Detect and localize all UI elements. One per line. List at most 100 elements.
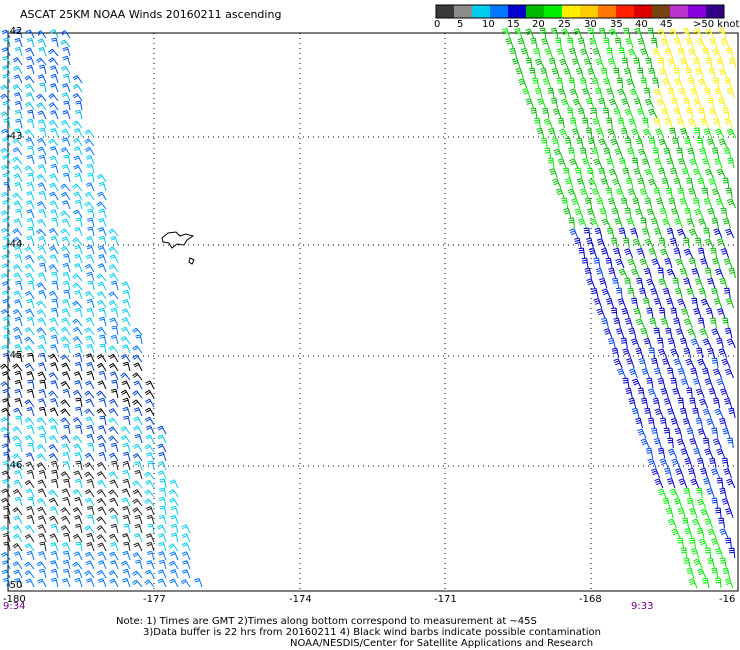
- wind-barb: [134, 514, 143, 525]
- wind-barb: [73, 128, 83, 138]
- wind-barb: [133, 407, 143, 417]
- wind-barb: [14, 578, 23, 588]
- wind-barb: [51, 280, 59, 291]
- wind-barb: [688, 228, 699, 239]
- wind-barb: [84, 471, 95, 480]
- wind-barb: [576, 178, 586, 189]
- wind-barb: [134, 461, 143, 471]
- wind-barb: [611, 347, 620, 359]
- wind-barb: [24, 570, 35, 579]
- wind-barb: [63, 424, 71, 435]
- wind-barb: [624, 108, 634, 119]
- wind-barb: [27, 379, 35, 390]
- wind-barb: [587, 68, 596, 79]
- wind-barb: [50, 73, 59, 84]
- wind-barb: [181, 560, 191, 570]
- wind-barb: [73, 263, 83, 273]
- wind-barb: [133, 533, 143, 543]
- wind-barb: [687, 118, 697, 129]
- wind-barb: [716, 477, 724, 489]
- wind-barb: [692, 168, 702, 179]
- legend-label-25: 25: [558, 19, 571, 30]
- wind-barb: [586, 278, 596, 289]
- wind-barb: [632, 238, 642, 249]
- wind-barb: [0, 227, 11, 237]
- wind-barb: [1, 254, 11, 264]
- wind-barb: [633, 307, 642, 319]
- wind-barb: [48, 489, 59, 498]
- wind-barb: [62, 550, 71, 561]
- wind-barb: [666, 478, 676, 489]
- legend-label-10: 10: [482, 19, 495, 30]
- wind-barb: [556, 48, 565, 59]
- wind-barb: [728, 547, 736, 559]
- wind-barb: [122, 469, 131, 480]
- wind-barb: [86, 298, 95, 309]
- wind-barb: [132, 372, 143, 381]
- wind-barb: [568, 217, 575, 229]
- wind-barb: [557, 88, 567, 99]
- wind-barb: [84, 390, 95, 399]
- wind-barb: [15, 352, 23, 363]
- wind-barb: [87, 172, 95, 183]
- wind-barb: [617, 117, 625, 129]
- wind-barb: [726, 87, 735, 99]
- wind-barb: [623, 67, 632, 79]
- wind-barb: [111, 325, 119, 336]
- wind-barb: [0, 363, 11, 372]
- wind-barb: [170, 532, 179, 543]
- wind-barb: [26, 469, 35, 480]
- wind-barb: [75, 541, 83, 552]
- wind-barb: [596, 238, 606, 249]
- wind-barb: [618, 47, 625, 59]
- wind-barb: [686, 177, 694, 189]
- wind-barb: [96, 479, 107, 489]
- wind-barb: [61, 92, 71, 102]
- wind-barb: [24, 336, 35, 345]
- wind-barb: [132, 327, 143, 336]
- wind-barb: [96, 497, 107, 507]
- wind-barb: [2, 218, 11, 228]
- wind-barb: [664, 48, 673, 59]
- wind-barb: [72, 318, 83, 327]
- wind-barb: [593, 257, 601, 269]
- wind-barb: [584, 267, 592, 279]
- wind-barb: [159, 505, 167, 516]
- legend-label-35: 35: [610, 19, 623, 30]
- wind-barb: [602, 77, 612, 89]
- wind-barb: [686, 107, 694, 119]
- wind-barb: [75, 460, 83, 471]
- wind-barb: [24, 417, 35, 426]
- wind-barb: [654, 227, 663, 239]
- wind-barb: [36, 300, 47, 309]
- wind-barb: [132, 453, 143, 462]
- wind-barb: [560, 98, 570, 109]
- wind-barb: [658, 138, 668, 149]
- wind-barb: [108, 353, 119, 363]
- wind-barb: [720, 388, 729, 399]
- wind-barb: [2, 352, 11, 363]
- wind-barb: [24, 543, 35, 552]
- wind-barb: [132, 390, 143, 399]
- wind-barb: [690, 87, 699, 99]
- wind-barb: [631, 407, 640, 419]
- wind-barb: [695, 68, 704, 79]
- wind-barb: [628, 397, 637, 409]
- wind-barb: [38, 469, 47, 480]
- wind-barb: [595, 58, 605, 69]
- wind-barb: [49, 155, 59, 165]
- wind-barb: [534, 58, 545, 69]
- wind-barb: [2, 74, 11, 84]
- wind-barb: [36, 228, 47, 237]
- wind-barb: [614, 218, 623, 229]
- wind-barb: [1, 443, 11, 453]
- wind-barb: [0, 308, 11, 318]
- wind-barb: [676, 147, 684, 159]
- wind-barb: [640, 327, 649, 339]
- wind-barb: [97, 380, 107, 390]
- wind-barb: [181, 533, 191, 543]
- wind-barb: [685, 358, 695, 369]
- wind-barb: [702, 47, 709, 59]
- wind-barb: [37, 515, 47, 525]
- wind-barb: [715, 198, 725, 209]
